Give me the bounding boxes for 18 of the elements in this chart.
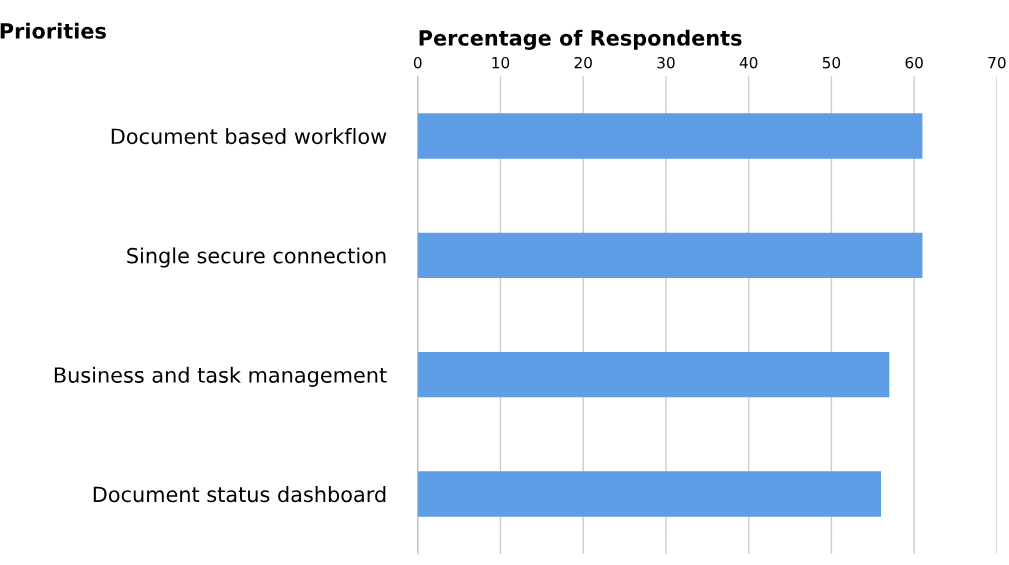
x-axis-title: Percentage of Respondents — [419, 29, 742, 51]
y-tick-label: Single secure connection — [127, 247, 386, 268]
x-tick-label: 40 — [739, 56, 758, 69]
y-tick-label: Business and task management — [54, 366, 387, 387]
x-tick-label: 30 — [657, 56, 675, 69]
bar — [417, 232, 923, 278]
bar — [417, 471, 882, 517]
x-tick-label: 70 — [988, 56, 1006, 69]
y-tick-label: Document based workflow — [111, 128, 387, 145]
x-tick-label: 20 — [574, 56, 592, 69]
x-tick-label: 60 — [905, 56, 923, 69]
y-tick-label: Document status dashboard — [93, 486, 386, 503]
x-tick-label: 50 — [822, 56, 841, 69]
bar — [417, 351, 890, 398]
x-tick-label: 0 — [413, 56, 422, 69]
y-axis-title: Priorities — [0, 22, 106, 39]
bar — [417, 113, 923, 159]
x-tick-label: 10 — [492, 56, 510, 69]
